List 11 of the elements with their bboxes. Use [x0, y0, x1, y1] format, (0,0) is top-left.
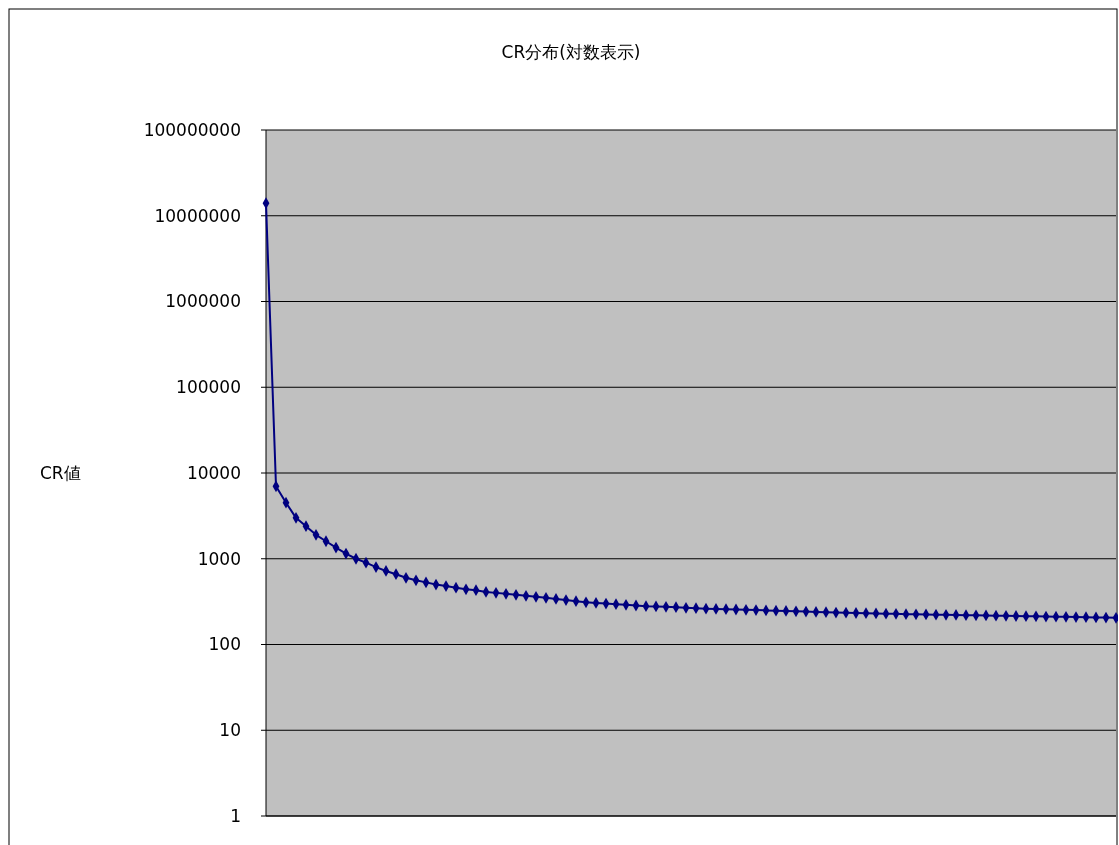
chart-title: CR分布(対数表示) — [501, 42, 641, 62]
y-axis-title: CR値 — [40, 463, 81, 483]
y-tick-label: 1 — [230, 805, 241, 826]
y-tick-label: 10000 — [186, 462, 241, 483]
y-tick-label: 100000 — [176, 377, 241, 398]
y-tick-label: 100000000 — [143, 119, 241, 140]
y-tick-label: 10000000 — [154, 205, 241, 226]
y-tick-label: 1000000 — [165, 291, 241, 312]
y-tick-label: 1000 — [197, 548, 241, 569]
y-tick-label: 100 — [208, 634, 241, 655]
y-tick-label: 10 — [219, 720, 241, 741]
